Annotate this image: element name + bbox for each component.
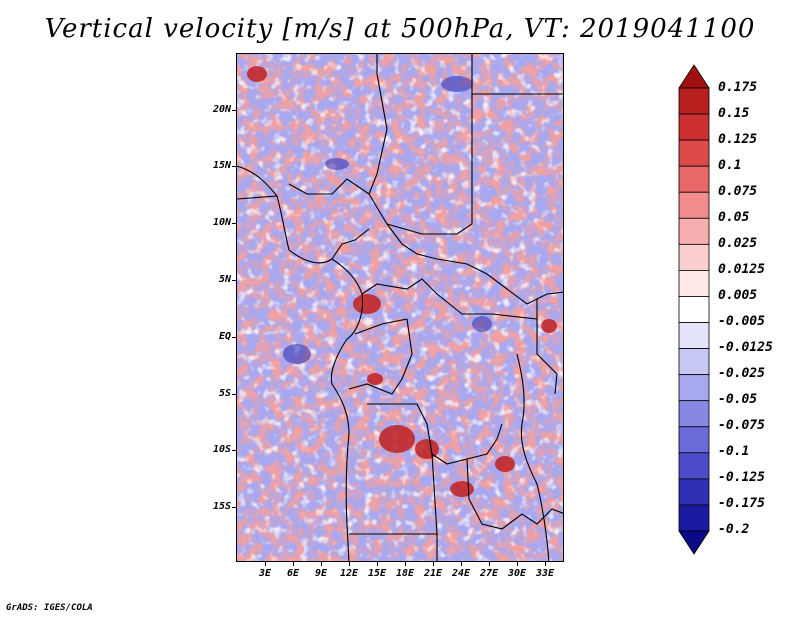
colorbar-label: -0.025 xyxy=(718,366,765,381)
colorbar-cell xyxy=(678,113,710,141)
colorbar-cell xyxy=(678,191,710,219)
colorbar-label: -0.005 xyxy=(718,314,765,329)
lon-label: 6E xyxy=(286,568,300,579)
lat-label: 5S xyxy=(218,388,231,399)
lon-label: 12E xyxy=(339,568,359,579)
lon-label: 18E xyxy=(395,568,415,579)
lat-tick xyxy=(232,507,236,508)
colorbar xyxy=(678,64,710,555)
colorbar-cell xyxy=(678,426,710,454)
grads-credit: GrADS: IGES/COLA xyxy=(6,603,93,613)
colorbar-cell xyxy=(678,139,710,167)
lat-tick xyxy=(232,394,236,395)
colorbar-cell xyxy=(678,243,710,271)
colorbar-label: 0.025 xyxy=(718,236,758,251)
lon-tick xyxy=(377,562,378,566)
colorbar-label: -0.1 xyxy=(718,444,750,459)
lon-label: 24E xyxy=(451,568,471,579)
colorbar-bottom-arrow xyxy=(678,530,710,555)
colorbar-cell xyxy=(678,400,710,428)
chart-title: Vertical velocity [m/s] at 500hPa, VT: 2… xyxy=(44,14,756,44)
colorbar-cell xyxy=(678,296,710,323)
lon-tick xyxy=(293,562,294,566)
colorbar-label: -0.0125 xyxy=(718,340,773,355)
lat-tick xyxy=(232,110,236,111)
lat-label: 20N xyxy=(212,104,231,115)
colorbar-cell xyxy=(678,504,710,532)
lon-tick xyxy=(517,562,518,566)
lat-label: 15S xyxy=(212,501,231,512)
strong-descent-patches xyxy=(283,76,492,364)
colorbar-label: 0.075 xyxy=(718,184,758,199)
colorbar-label: -0.2 xyxy=(718,522,750,537)
lon-tick xyxy=(461,562,462,566)
colorbar-cell xyxy=(678,87,710,115)
colorbar-cell xyxy=(678,478,710,506)
vertical-velocity-field xyxy=(237,54,563,561)
colorbar-label: 0.0125 xyxy=(718,262,765,277)
colorbar-label: 0.005 xyxy=(718,288,758,303)
near-zero-pattern xyxy=(237,54,563,561)
lat-tick xyxy=(232,337,236,338)
lon-tick xyxy=(265,562,266,566)
coastlines-and-borders xyxy=(237,54,563,561)
colorbar-label: 0.175 xyxy=(718,80,758,95)
colorbar-cell xyxy=(678,270,710,297)
colorbar-label: 0.15 xyxy=(718,106,750,121)
colorbar-cell xyxy=(678,374,710,402)
lat-label: 15N xyxy=(212,160,231,171)
lon-label: 30E xyxy=(507,568,527,579)
lon-tick xyxy=(321,562,322,566)
lat-tick xyxy=(232,223,236,224)
lon-label: 3E xyxy=(258,568,272,579)
colorbar-top-arrow xyxy=(678,64,710,89)
colorbar-label: -0.125 xyxy=(718,470,765,485)
lon-label: 9E xyxy=(314,568,328,579)
lat-tick xyxy=(232,450,236,451)
lon-tick xyxy=(349,562,350,566)
lon-tick xyxy=(433,562,434,566)
lat-label: 10S xyxy=(212,444,231,455)
colorbar-cell xyxy=(678,165,710,193)
lon-label: 27E xyxy=(479,568,499,579)
lon-tick xyxy=(545,562,546,566)
lat-label: EQ xyxy=(218,331,231,342)
colorbar-label: -0.075 xyxy=(718,418,765,433)
colorbar-cell xyxy=(678,322,710,349)
colorbar-cell xyxy=(678,348,710,376)
colorbar-label: 0.1 xyxy=(718,158,742,173)
lon-tick xyxy=(405,562,406,566)
map-panel xyxy=(236,53,564,562)
lat-tick xyxy=(232,166,236,167)
colorbar-label: -0.05 xyxy=(718,392,758,407)
lon-tick xyxy=(489,562,490,566)
colorbar-cell xyxy=(678,452,710,480)
lat-tick xyxy=(232,280,236,281)
lat-label: 10N xyxy=(212,217,231,228)
colorbar-label: 0.125 xyxy=(718,132,758,147)
lon-label: 21E xyxy=(423,568,443,579)
colorbar-label: 0.05 xyxy=(718,210,750,225)
colorbar-cells xyxy=(678,64,710,555)
colorbar-label: -0.175 xyxy=(718,496,765,511)
lon-label: 33E xyxy=(535,568,555,579)
lat-label: 5N xyxy=(218,274,231,285)
colorbar-cell xyxy=(678,217,710,245)
lon-label: 15E xyxy=(367,568,387,579)
